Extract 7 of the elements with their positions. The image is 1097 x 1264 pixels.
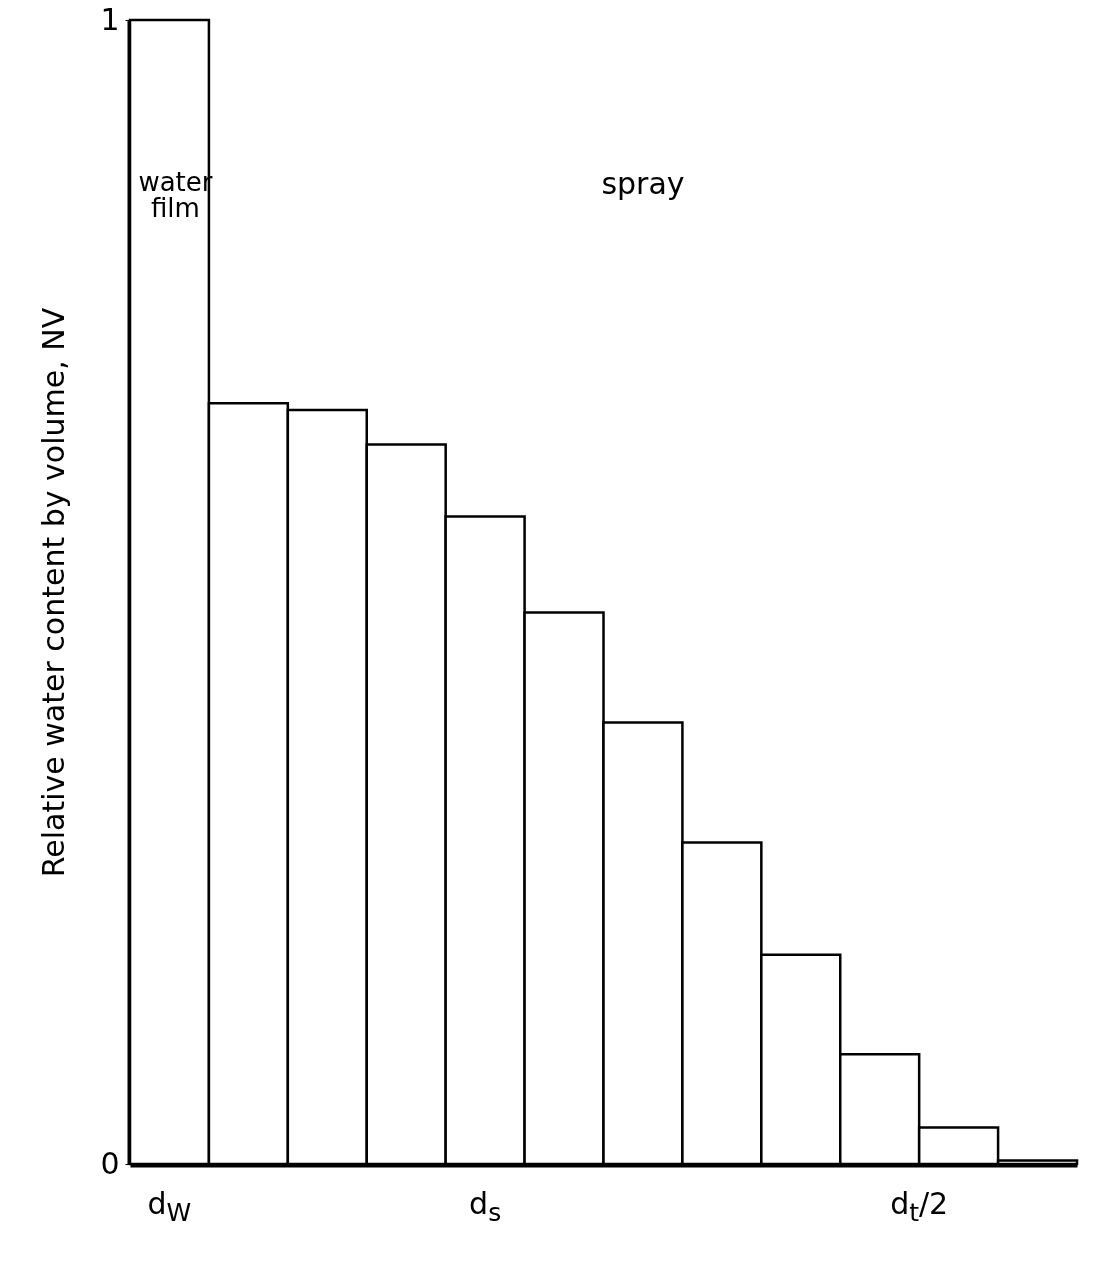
y-tick-label: 1: [100, 1, 120, 37]
text: d$_{t}$/2: [890, 1186, 949, 1227]
text: d$_{W}$: [147, 1186, 192, 1227]
y-axis-title: Relative water content by volume, NV: [36, 307, 72, 878]
text: d$_{s}$: [469, 1186, 502, 1227]
y-tick-label: 0: [100, 1145, 120, 1181]
annotation: spray: [601, 165, 685, 201]
